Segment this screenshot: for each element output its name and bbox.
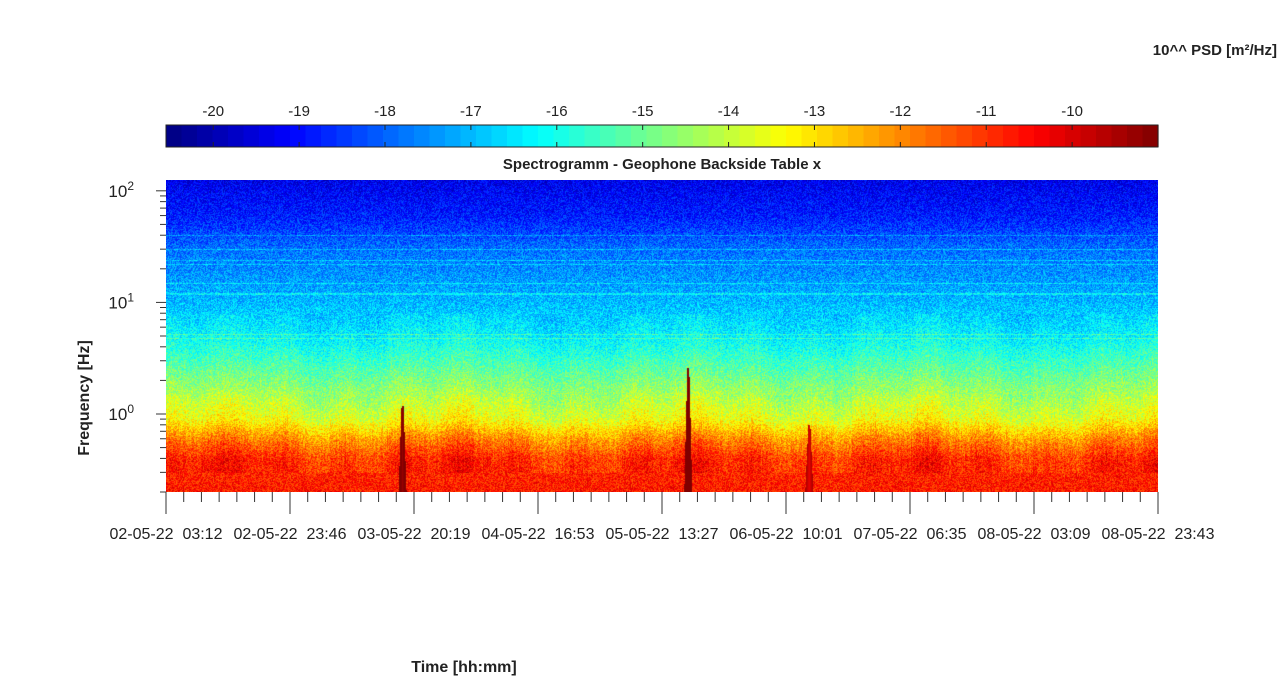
colorbar-segment bbox=[383, 125, 400, 147]
colorbar-segment bbox=[755, 125, 772, 147]
colorbar-segment bbox=[646, 125, 663, 147]
colorbar-segment bbox=[259, 125, 276, 147]
colorbar-segment bbox=[460, 125, 477, 147]
colorbar-segment bbox=[879, 125, 896, 147]
colorbar-segment bbox=[166, 125, 183, 147]
colorbar-label: 10^^ PSD [m²/Hz] bbox=[1153, 42, 1277, 59]
colorbar-tick-label: -18 bbox=[374, 103, 396, 120]
colorbar-segment bbox=[1018, 125, 1035, 147]
colorbar-tick-label: -13 bbox=[804, 103, 826, 120]
colorbar-segment bbox=[1003, 125, 1020, 147]
colorbar-ticks: -20 -19 -18 -17 -16 -15 -14 -13 -12 -11 -10 bbox=[202, 103, 1083, 147]
colorbar-tick-label: -11 bbox=[976, 103, 997, 120]
x-tick-label: 08-05-22 03:09 bbox=[978, 526, 1091, 543]
colorbar-segment bbox=[786, 125, 803, 147]
x-tick-label: 03-05-22 20:19 bbox=[358, 526, 471, 543]
x-tick-label: 06-05-22 10:01 bbox=[730, 526, 843, 543]
colorbar-segment bbox=[832, 125, 849, 147]
colorbar-segment bbox=[290, 125, 307, 147]
colorbar-segment bbox=[445, 125, 462, 147]
colorbar-segment bbox=[476, 125, 493, 147]
colorbar-segment bbox=[600, 125, 617, 147]
x-tick-label: 02-05-22 03:12 bbox=[110, 526, 223, 543]
colorbar-frame bbox=[165, 124, 1159, 148]
colorbar-segment bbox=[181, 125, 198, 147]
colorbar-segment bbox=[925, 125, 942, 147]
colorbar-segment bbox=[414, 125, 431, 147]
x-axis: 02-05-22 03:12 02-05-22 23:46 03-05-22 20:… bbox=[110, 492, 1215, 543]
y-tick-label: 102 bbox=[108, 179, 134, 201]
colorbar-segment bbox=[956, 125, 973, 147]
colorbar-segment bbox=[894, 125, 911, 147]
colorbar-tick-label: -10 bbox=[1061, 103, 1083, 120]
y-axis: 100 101 102 bbox=[108, 179, 166, 493]
colorbar-tick-label: -16 bbox=[546, 103, 568, 120]
colorbar-segment bbox=[212, 125, 229, 147]
colorbar-segment bbox=[398, 125, 415, 147]
colorbar-tick-label: -19 bbox=[288, 103, 310, 120]
colorbar-segment bbox=[677, 125, 694, 147]
colorbar-segment bbox=[507, 125, 524, 147]
colorbar-segment bbox=[801, 125, 818, 147]
colorbar-segment bbox=[522, 125, 539, 147]
colorbar-tick-label: -15 bbox=[632, 103, 654, 120]
colorbar-segment bbox=[1034, 125, 1051, 147]
colorbar-segment bbox=[538, 125, 555, 147]
y-tick-label: 101 bbox=[108, 290, 134, 312]
colorbar-segment bbox=[739, 125, 756, 147]
x-tick-label: 02-05-22 23:46 bbox=[234, 526, 347, 543]
colorbar-tick-label: -17 bbox=[460, 103, 482, 120]
colorbar-segment bbox=[305, 125, 322, 147]
colorbar-segment bbox=[367, 125, 384, 147]
y-axis-label: Frequency [Hz] bbox=[76, 340, 93, 456]
colorbar-segment bbox=[724, 125, 741, 147]
colorbar-tick-label: -20 bbox=[202, 103, 224, 120]
colorbar-segment bbox=[197, 125, 214, 147]
colorbar-segment bbox=[708, 125, 725, 147]
colorbar-segment bbox=[662, 125, 679, 147]
colorbar-segment bbox=[584, 125, 601, 147]
x-tick-label: 05-05-22 13:27 bbox=[606, 526, 719, 543]
x-tick-label: 04-05-22 16:53 bbox=[482, 526, 595, 543]
colorbar-tick-label: -14 bbox=[718, 103, 740, 120]
colorbar-segment bbox=[941, 125, 958, 147]
colorbar-segment bbox=[321, 125, 338, 147]
chart-title: Spectrogramm - Geophone Backside Table x bbox=[503, 156, 822, 173]
colorbar-segment bbox=[987, 125, 1004, 147]
colorbar-segment bbox=[848, 125, 865, 147]
colorbar-segment bbox=[1065, 125, 1082, 147]
colorbar-segment bbox=[1096, 125, 1113, 147]
colorbar-segment bbox=[817, 125, 834, 147]
colorbar-segment bbox=[243, 125, 260, 147]
colorbar-segment bbox=[770, 125, 787, 147]
colorbar bbox=[166, 125, 1159, 147]
colorbar-segment bbox=[1111, 125, 1128, 147]
spectrogram-image bbox=[166, 180, 1158, 492]
colorbar-segment bbox=[910, 125, 927, 147]
colorbar-segment bbox=[972, 125, 989, 147]
colorbar-tick-label: -12 bbox=[889, 103, 911, 120]
colorbar-segment bbox=[1049, 125, 1066, 147]
colorbar-segment bbox=[429, 125, 446, 147]
colorbar-segment bbox=[1127, 125, 1144, 147]
colorbar-segment bbox=[228, 125, 245, 147]
colorbar-segment bbox=[863, 125, 880, 147]
colorbar-segment bbox=[553, 125, 570, 147]
colorbar-segment bbox=[631, 125, 648, 147]
colorbar-segment bbox=[491, 125, 508, 147]
colorbar-segment bbox=[336, 125, 353, 147]
x-axis-label: Time [hh:mm] bbox=[411, 659, 516, 676]
colorbar-segment bbox=[1080, 125, 1097, 147]
x-tick-label: 07-05-22 06:35 bbox=[854, 526, 967, 543]
x-tick-label: 08-05-22 23:43 bbox=[1102, 526, 1215, 543]
colorbar-segment bbox=[274, 125, 291, 147]
colorbar-segment bbox=[1142, 125, 1159, 147]
colorbar-segment bbox=[693, 125, 710, 147]
colorbar-segment bbox=[352, 125, 369, 147]
colorbar-segment bbox=[569, 125, 586, 147]
colorbar-segment bbox=[615, 125, 632, 147]
y-tick-label: 100 bbox=[108, 402, 134, 424]
